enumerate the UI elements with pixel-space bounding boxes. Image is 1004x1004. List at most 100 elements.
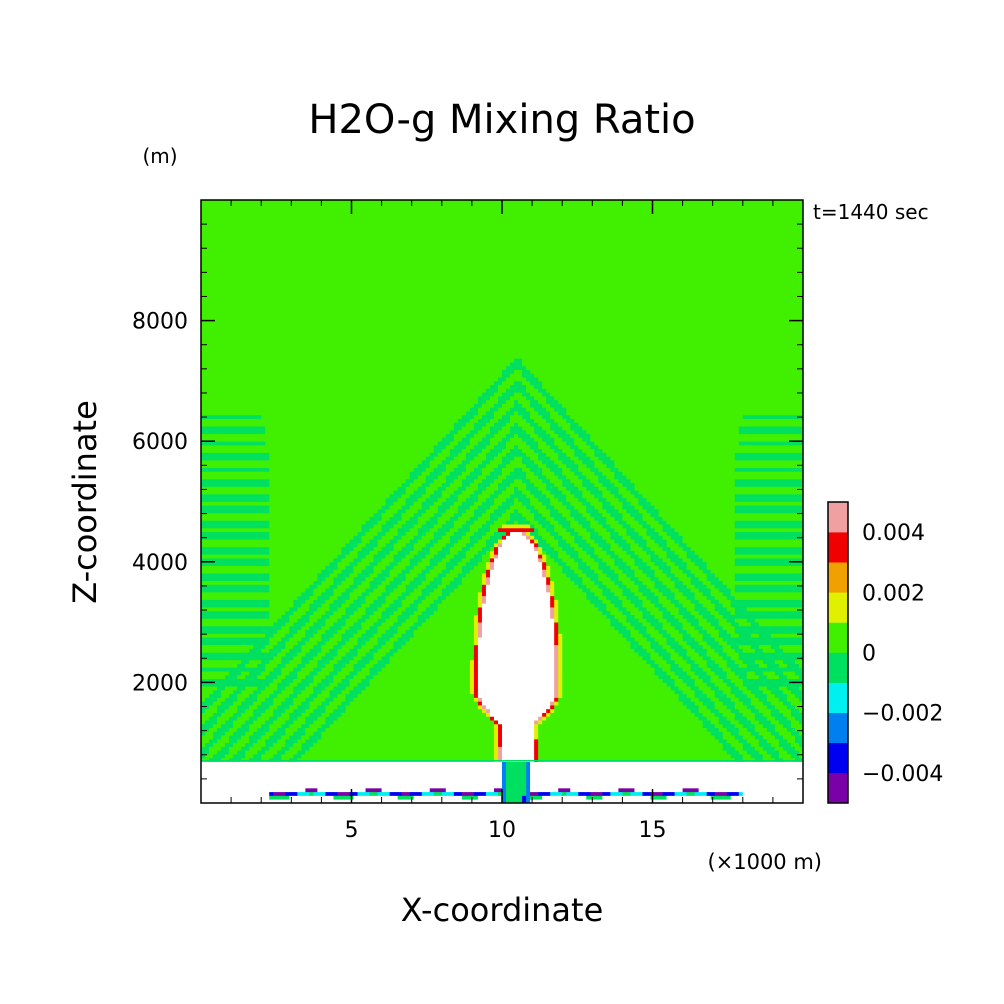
field-cell [473, 629, 479, 634]
field-cell [449, 505, 459, 510]
field-cell [694, 584, 708, 589]
field-cell [658, 509, 736, 514]
field-cell [798, 754, 804, 759]
field-cell [321, 731, 495, 736]
field-cell [734, 452, 804, 457]
field-cell [590, 524, 603, 529]
field-cell [698, 663, 708, 668]
field-cell [558, 539, 567, 544]
field-cell [554, 441, 567, 446]
field-cell [674, 791, 688, 796]
field-cell [489, 448, 503, 453]
field-cell [714, 701, 724, 706]
field-cell [702, 633, 712, 638]
field-cell [481, 584, 487, 589]
field-cell [477, 674, 555, 680]
field-cell [489, 426, 503, 431]
field-cell [662, 667, 671, 672]
field-cell [453, 524, 463, 529]
field-cell [714, 607, 728, 612]
field-cell [461, 437, 471, 442]
field-cell [650, 546, 663, 551]
field-cell [353, 580, 362, 585]
field-cell [321, 644, 334, 649]
field-cell [790, 754, 800, 759]
field-cell [538, 452, 547, 457]
field-cell [706, 607, 716, 612]
field-cell [461, 448, 471, 453]
field-cell [489, 441, 499, 446]
field-cell [518, 411, 531, 416]
field-cell [550, 433, 559, 438]
field-cell [481, 625, 555, 631]
field-cell [678, 542, 688, 548]
field-cell [201, 380, 495, 386]
field-cell [201, 558, 270, 563]
field-cell [485, 422, 495, 427]
field-cell [201, 633, 266, 638]
field-cell [473, 520, 487, 525]
field-cell [201, 313, 804, 318]
field-cell [409, 475, 419, 480]
field-cell [530, 501, 543, 506]
field-cell [590, 588, 603, 593]
field-cell [734, 535, 804, 540]
field-cell [794, 757, 804, 762]
field-cell [574, 539, 587, 544]
y-tick-label: 2000 [132, 671, 188, 696]
field-cell [201, 301, 804, 306]
field-cell [598, 573, 607, 578]
field-cell [201, 279, 804, 284]
field-cell [518, 486, 527, 491]
field-cell [441, 546, 451, 551]
field-cell [550, 712, 696, 717]
field-cell [718, 686, 732, 691]
field-cell [658, 629, 667, 634]
field-cell [730, 720, 740, 725]
field-cell [397, 637, 411, 642]
field-cell [437, 497, 447, 502]
field-cell [217, 727, 230, 732]
field-cell [421, 588, 435, 593]
field-cell [666, 542, 679, 548]
field-cell [449, 591, 479, 597]
field-cell [225, 720, 234, 725]
field-cell [554, 625, 559, 631]
field-cell [201, 233, 804, 239]
field-cell [674, 689, 683, 695]
field-cell [754, 727, 768, 732]
field-cell [618, 565, 631, 570]
field-cell [201, 411, 467, 416]
field-cell [598, 595, 607, 600]
field-cell [401, 482, 411, 487]
field-cell [674, 671, 688, 676]
field-cell [405, 588, 415, 593]
field-cell [221, 746, 230, 751]
field-cell [201, 267, 804, 273]
field-cell [626, 595, 639, 600]
field-cell [289, 618, 298, 623]
field-cell [586, 584, 599, 589]
field-cell [562, 512, 571, 517]
field-cell [265, 667, 274, 672]
field-cell [722, 723, 736, 729]
field-cell [397, 618, 407, 623]
field-cell [429, 460, 443, 465]
field-cell [582, 471, 595, 476]
field-cell [634, 493, 643, 499]
field-cell [622, 482, 635, 487]
field-cell [590, 531, 599, 536]
field-cell [201, 772, 503, 778]
field-cell [477, 441, 491, 446]
field-cell [309, 723, 322, 729]
field-cell [205, 731, 214, 736]
field-cell [502, 373, 511, 378]
field-cell [518, 444, 531, 450]
field-cell [361, 603, 370, 608]
field-cell [670, 588, 679, 593]
field-cell [658, 588, 671, 593]
field-cell [373, 554, 387, 559]
field-cell [586, 795, 603, 800]
field-cell [217, 686, 226, 691]
field-cell [461, 535, 471, 540]
